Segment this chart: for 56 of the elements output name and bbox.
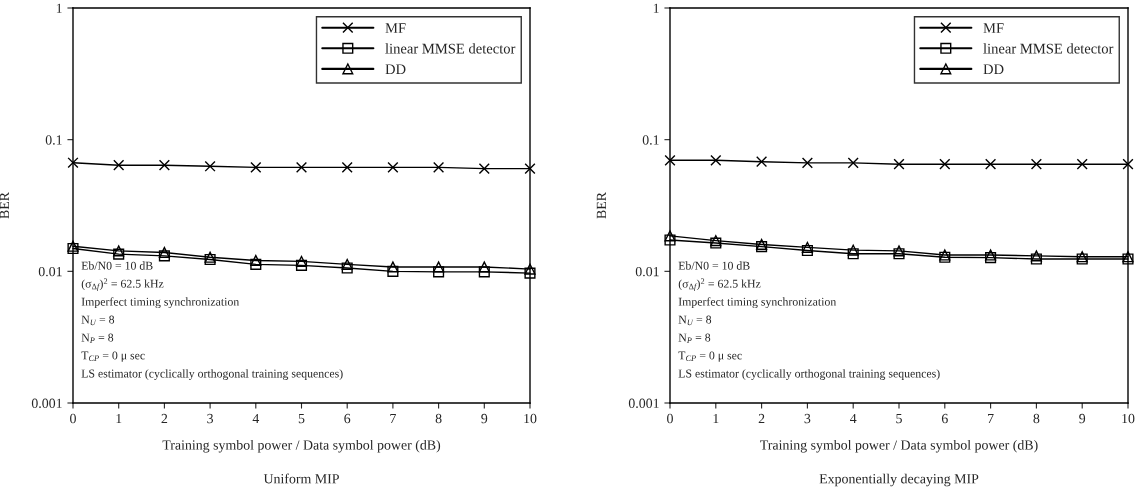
- x-tick-label: 0: [667, 413, 673, 424]
- x-tick-label: 5: [896, 413, 902, 424]
- y-tick-label: 0.001: [31, 398, 62, 409]
- text: Exponentially decaying MIP: [819, 473, 979, 487]
- y-tick-label: 0.01: [635, 266, 659, 277]
- x-tick-label: 0: [70, 413, 76, 424]
- x-tick-label: 7: [390, 413, 396, 424]
- y-tick-label: 0.1: [45, 135, 62, 145]
- x-tick-label: 4: [252, 413, 260, 424]
- x-tick-label: 1: [116, 413, 122, 424]
- x-tick-label: 4: [850, 413, 857, 424]
- x-tick-label: 2: [161, 413, 168, 424]
- annotation: T$_{CP}$ = 0 μ sec: [678, 351, 742, 362]
- x-axis-title: Training symbol power / Data symbol power (dB): [760, 439, 1038, 453]
- legend-label: MF: [385, 23, 406, 33]
- annotation: N$_{P}$ = 8: [678, 333, 711, 344]
- x-tick-label: 5: [298, 413, 305, 424]
- y-tick-label: 0.01: [38, 266, 62, 277]
- legend-label: DD: [983, 64, 1004, 75]
- x-tick-label: 2: [758, 413, 765, 424]
- y-tick-label: 0.1: [642, 135, 659, 145]
- annotation: (σ$_{Δf}$)$^{2}$ = 62.5 kHz: [81, 278, 164, 291]
- annotation: Eb/N0 = 10 dB: [678, 261, 750, 270]
- x-tick-label: 3: [804, 413, 811, 424]
- annotation: Imperfect timing synchronization: [678, 297, 837, 309]
- x-tick-label: 8: [435, 413, 442, 424]
- x-axis-title: Training symbol power / Data symbol power (dB): [162, 439, 441, 453]
- x-tick-label: 9: [481, 413, 488, 424]
- y-tick-label: 1: [653, 3, 659, 13]
- x-tick-label: 3: [207, 413, 214, 424]
- annotation: (σ$_{Δf}$)$^{2}$ = 62.5 kHz: [678, 278, 761, 291]
- x-tick-label: 9: [1079, 413, 1086, 424]
- text: Uniform MIP: [263, 473, 339, 484]
- annotation: N$_{U}$ = 8: [678, 315, 712, 326]
- legend-label: linear MMSE detector: [385, 43, 516, 54]
- y-axis-title: BER: [0, 192, 9, 219]
- x-tick-label: 10: [524, 413, 537, 424]
- y-axis-title: BER: [596, 192, 606, 219]
- annotation: N$_{U}$ = 8: [81, 315, 115, 326]
- x-tick-label: 7: [988, 413, 994, 424]
- legend-label: linear MMSE detector: [983, 43, 1114, 54]
- annotation: LS estimator (cyclically orthogonal training sequences): [678, 369, 940, 380]
- legend-label: MF: [983, 23, 1004, 33]
- annotation: Eb/N0 = 10 dB: [81, 261, 153, 270]
- x-tick-label: 6: [941, 413, 948, 424]
- annotation: N$_{P}$ = 8: [81, 333, 114, 344]
- legend-label: DD: [385, 64, 406, 75]
- annotation: Imperfect timing synchronization: [81, 297, 240, 309]
- annotation: T$_{CP}$ = 0 μ sec: [81, 351, 145, 362]
- x-tick-label: 10: [1122, 413, 1135, 424]
- y-tick-label: 1: [56, 3, 62, 13]
- x-tick-label: 1: [713, 413, 719, 424]
- y-tick-label: 0.001: [628, 398, 659, 409]
- x-tick-label: 8: [1033, 413, 1040, 424]
- x-tick-label: 6: [344, 413, 351, 424]
- annotation: LS estimator (cyclically orthogonal training sequences): [81, 369, 343, 380]
